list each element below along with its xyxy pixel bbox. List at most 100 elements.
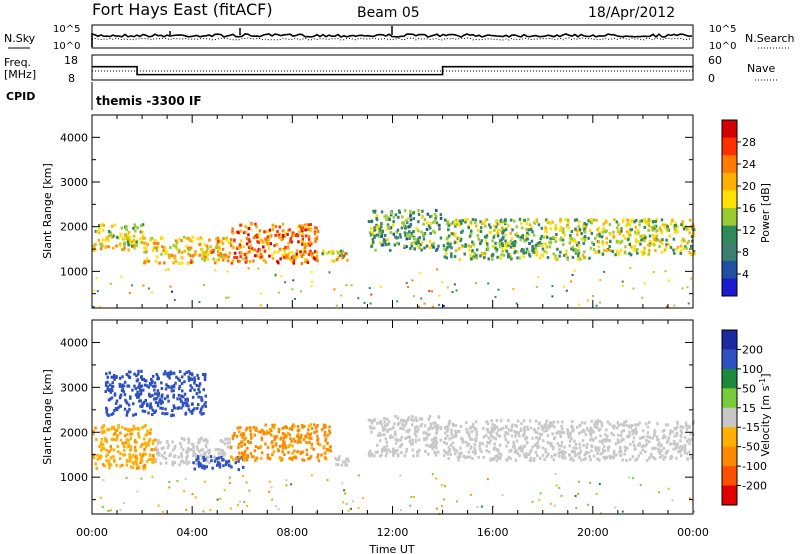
colorbar-band — [722, 225, 737, 244]
ground-speckle — [95, 277, 98, 280]
ground-speckle — [603, 270, 606, 273]
ground-speckle — [515, 302, 518, 305]
scatter-cell — [190, 258, 193, 262]
scatter-cell — [198, 450, 201, 454]
scatter-cell — [516, 234, 519, 238]
scatter-cell — [461, 437, 464, 441]
scatter-cell — [129, 445, 133, 449]
ground-speckle — [407, 286, 409, 289]
scatter-cell — [578, 424, 582, 428]
scatter-cell — [662, 446, 666, 450]
scatter-cell — [239, 245, 242, 249]
scatter-cell — [93, 248, 97, 252]
scatter-cell — [111, 381, 114, 385]
scatter-cell — [574, 442, 578, 446]
scatter-cell — [606, 446, 610, 450]
scatter-cell — [166, 412, 169, 416]
scatter-cell — [679, 249, 683, 253]
scatter-cell — [394, 430, 397, 434]
scatter-cell — [150, 236, 154, 240]
scatter-cell — [544, 242, 547, 246]
scatter-cell — [290, 439, 293, 443]
scatter-cell — [559, 220, 562, 224]
scatter-cell — [662, 434, 666, 438]
ground-speckle — [667, 279, 670, 282]
scatter-cell — [167, 399, 170, 403]
scatter-cell — [225, 461, 229, 465]
scatter-cell — [669, 429, 672, 433]
scatter-cell — [531, 230, 534, 234]
scatter-cell — [161, 393, 164, 397]
scatter-cell — [406, 216, 410, 220]
scatter-cell — [248, 240, 251, 244]
scatter-cell — [525, 234, 528, 238]
scatter-cell — [623, 452, 626, 456]
scatter-cell — [626, 222, 629, 226]
scatter-cell — [307, 424, 311, 428]
scatter-cell — [414, 438, 418, 442]
scatter-cell — [622, 234, 625, 238]
scatter-cell — [123, 241, 126, 245]
scatter-cell — [625, 423, 629, 427]
scatter-cell — [585, 442, 589, 446]
scatter-cell — [202, 439, 206, 443]
scatter-cell — [166, 395, 169, 399]
scatter-cell — [144, 424, 147, 427]
scatter-cell — [175, 247, 179, 251]
scatter-cell — [156, 439, 160, 443]
scatter-cell — [523, 218, 526, 222]
scatter-cell — [271, 256, 275, 260]
scatter-cell — [473, 452, 477, 456]
scatter-cell — [307, 228, 310, 231]
scatter-cell — [200, 465, 204, 469]
colorbar-tick-label: 15 — [742, 402, 756, 415]
scatter-cell — [659, 444, 662, 448]
scatter-cell — [159, 406, 162, 410]
scatter-cell — [222, 258, 225, 262]
scatter-cell — [308, 433, 312, 437]
scatter-cell — [594, 446, 597, 450]
ground-speckle — [492, 505, 495, 508]
scatter-cell — [415, 238, 418, 242]
scatter-cell — [683, 447, 687, 451]
scatter-cell — [411, 438, 414, 442]
scatter-cell — [408, 435, 411, 439]
scatter-cell — [561, 238, 565, 242]
scatter-cell — [459, 237, 463, 241]
scatter-cell — [192, 454, 195, 457]
scatter-cell — [381, 229, 385, 233]
scatter-cell — [194, 250, 197, 253]
ground-speckle — [151, 291, 154, 294]
ground-speckle — [362, 497, 365, 500]
scatter-cell — [139, 392, 143, 396]
scatter-cell — [495, 220, 498, 224]
scatter-cell — [613, 218, 616, 222]
nave-label: Nave — [747, 62, 775, 75]
scatter-cell — [448, 244, 451, 248]
scatter-cell — [181, 448, 185, 452]
scatter-cell — [340, 253, 343, 256]
scatter-cell — [110, 396, 114, 400]
scatter-cell — [427, 452, 430, 456]
scatter-cell — [550, 455, 553, 458]
scatter-cell — [368, 451, 371, 455]
scatter-cell — [691, 227, 694, 231]
ground-speckle — [370, 293, 373, 296]
ground-speckle — [291, 288, 294, 291]
scatter-cell — [566, 428, 569, 432]
scatter-cell — [197, 441, 200, 445]
scatter-cell — [134, 427, 137, 431]
scatter-cell — [209, 455, 213, 459]
scatter-cell — [499, 256, 502, 260]
scatter-cell — [539, 237, 542, 241]
scatter-cell — [382, 237, 386, 241]
scatter-cell — [647, 217, 651, 221]
scatter-cell — [548, 245, 552, 249]
ground-speckle — [274, 273, 277, 276]
scatter-cell — [652, 446, 655, 450]
scatter-cell — [407, 225, 410, 229]
scatter-cell — [569, 457, 572, 461]
scatter-cell — [110, 413, 113, 417]
scatter-cell — [456, 429, 460, 433]
scatter-cell — [98, 445, 101, 449]
